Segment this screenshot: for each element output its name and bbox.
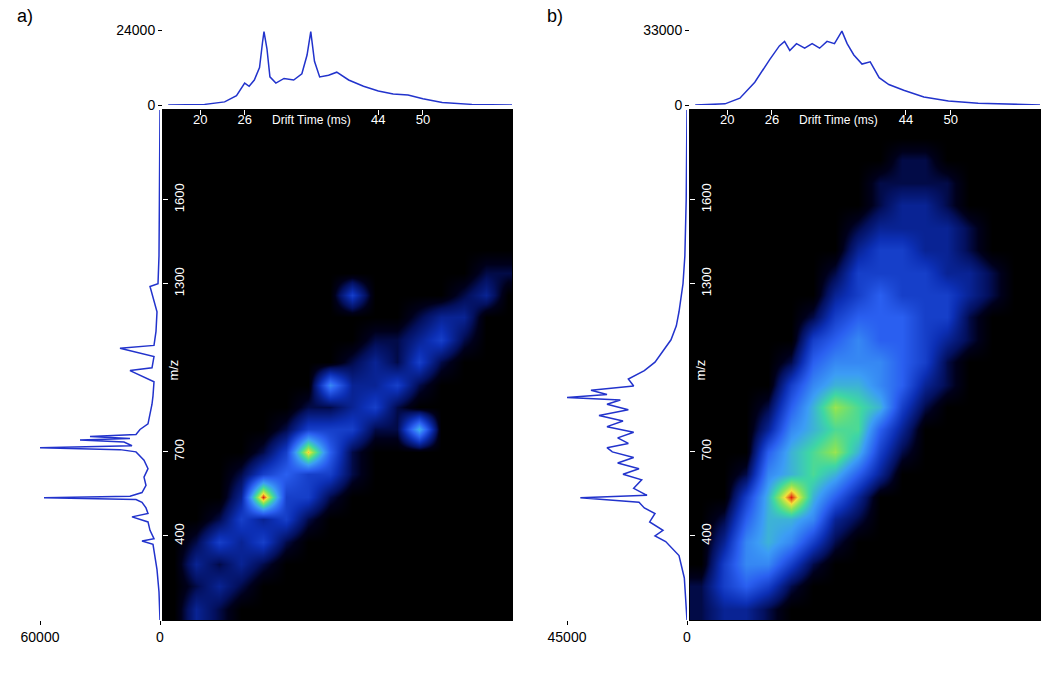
svg-text:b): b) xyxy=(547,6,563,26)
svg-text:44: 44 xyxy=(371,113,385,128)
svg-text:m/z: m/z xyxy=(693,360,708,381)
svg-text:1600: 1600 xyxy=(172,183,187,212)
svg-text:700: 700 xyxy=(699,439,714,461)
svg-text:a): a) xyxy=(17,6,33,26)
svg-text:m/z: m/z xyxy=(166,360,181,381)
svg-text:26: 26 xyxy=(765,113,779,128)
svg-text:0: 0 xyxy=(156,629,164,645)
svg-text:50: 50 xyxy=(943,113,957,128)
svg-text:0: 0 xyxy=(674,97,682,113)
svg-text:33000: 33000 xyxy=(643,22,682,38)
svg-text:400: 400 xyxy=(699,523,714,545)
svg-text:1300: 1300 xyxy=(699,267,714,296)
svg-text:400: 400 xyxy=(172,523,187,545)
svg-text:20: 20 xyxy=(720,113,734,128)
svg-text:0: 0 xyxy=(683,629,691,645)
svg-text:700: 700 xyxy=(172,439,187,461)
svg-text:26: 26 xyxy=(237,113,251,128)
svg-text:1600: 1600 xyxy=(699,183,714,212)
svg-text:50: 50 xyxy=(416,113,430,128)
svg-text:1300: 1300 xyxy=(172,267,187,296)
svg-text:0: 0 xyxy=(147,97,155,113)
svg-text:45000: 45000 xyxy=(548,629,587,645)
svg-text:60000: 60000 xyxy=(21,629,60,645)
svg-text:44: 44 xyxy=(899,113,913,128)
svg-text:24000: 24000 xyxy=(116,22,155,38)
svg-text:Drift Time (ms): Drift Time (ms) xyxy=(799,113,878,127)
svg-text:Drift Time (ms): Drift Time (ms) xyxy=(272,113,351,127)
svg-text:20: 20 xyxy=(193,113,207,128)
